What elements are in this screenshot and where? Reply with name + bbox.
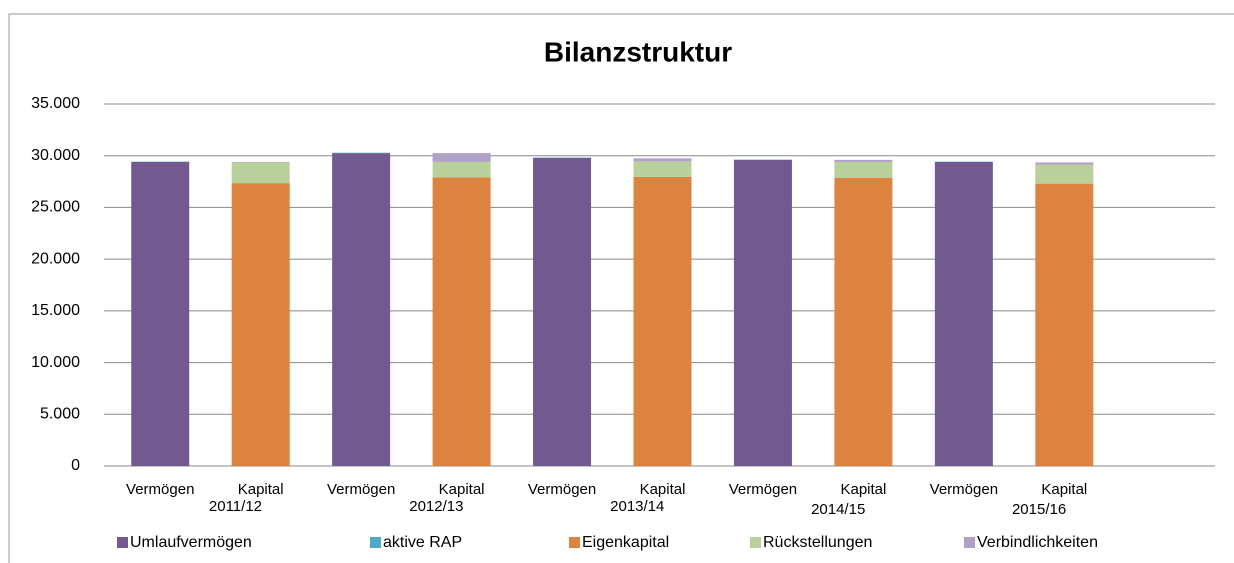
- y-tick-label: 25.000: [31, 199, 80, 216]
- group-label: 2011/12: [209, 498, 262, 515]
- x-tick-label: Kapital: [1041, 481, 1087, 498]
- bar-segment: [432, 153, 491, 162]
- bar-segment: [533, 157, 592, 467]
- x-tick-label: Vermögen: [528, 481, 596, 498]
- bar-segment: [1035, 164, 1094, 184]
- group-label: 2012/13: [409, 498, 463, 515]
- legend-label: Rückstellungen: [763, 534, 872, 551]
- bar-segment: [131, 161, 190, 467]
- bar-segment: [633, 176, 692, 466]
- bar-segment: [231, 183, 290, 466]
- x-tick-label: Vermögen: [729, 481, 797, 498]
- legend-swatch: [117, 537, 128, 548]
- y-tick-label: 5.000: [40, 406, 80, 423]
- legend-label: Umlaufvermögen: [130, 534, 252, 551]
- x-tick-label: Kapital: [840, 481, 886, 498]
- legend-swatch: [370, 537, 381, 548]
- x-tick-label: Kapital: [439, 481, 485, 498]
- x-tick-label: Vermögen: [327, 481, 395, 498]
- legend-label: aktive RAP: [383, 534, 462, 551]
- bar-segment: [834, 177, 893, 467]
- legend-swatch: [569, 537, 580, 548]
- bar-segment: [934, 161, 993, 467]
- group-label: 2013/14: [610, 498, 664, 515]
- bar-segment: [733, 159, 792, 466]
- x-tick-label: Kapital: [640, 481, 686, 498]
- y-tick-label: 20.000: [31, 250, 80, 267]
- bar-segment: [633, 158, 692, 162]
- chart-border: [8, 13, 1234, 563]
- bar-segment: [432, 177, 491, 467]
- bar-segment: [332, 153, 391, 466]
- chart-title: Bilanzstruktur: [544, 36, 732, 67]
- group-label: 2014/15: [811, 501, 865, 518]
- legend-label: Eigenkapital: [582, 534, 669, 551]
- bar-segment: [231, 161, 290, 163]
- bar-segment: [231, 162, 290, 184]
- legend-swatch: [750, 537, 761, 548]
- y-tick-label: 10.000: [31, 354, 80, 371]
- bar-segment: [834, 161, 893, 178]
- bar-segment: [432, 161, 491, 178]
- y-tick-label: 15.000: [31, 302, 80, 319]
- y-tick-label: 30.000: [31, 147, 80, 164]
- group-label: 2015/16: [1012, 501, 1066, 518]
- legend-swatch: [964, 537, 975, 548]
- bar-segment: [633, 161, 692, 177]
- legend-label: Verbindlichkeiten: [977, 534, 1098, 551]
- bar-segment: [834, 159, 893, 162]
- bar-segment: [1035, 162, 1094, 165]
- x-tick-label: Vermögen: [930, 481, 998, 498]
- bar-segment: [1035, 183, 1094, 466]
- x-tick-label: Vermögen: [126, 481, 194, 498]
- y-tick-label: 35.000: [31, 95, 80, 112]
- y-tick-label: 0: [71, 457, 80, 474]
- x-tick-label: Kapital: [238, 481, 284, 498]
